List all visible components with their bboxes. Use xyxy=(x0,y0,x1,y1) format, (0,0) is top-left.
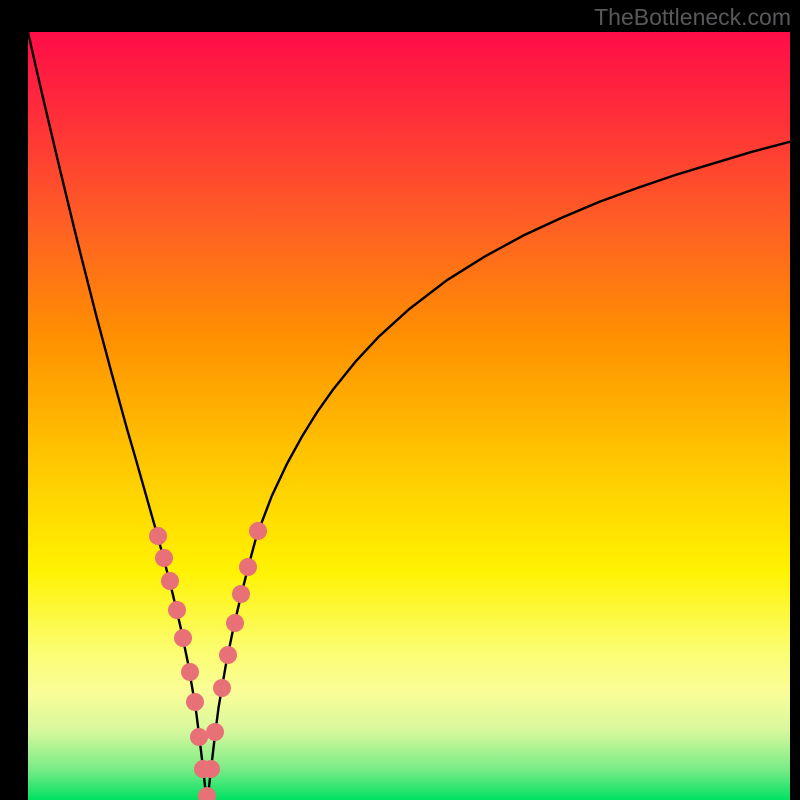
data-marker xyxy=(161,572,179,590)
data-marker xyxy=(198,787,216,800)
watermark-text: TheBottleneck.com xyxy=(594,4,791,31)
data-marker xyxy=(168,601,186,619)
data-marker xyxy=(186,693,204,711)
data-marker xyxy=(213,679,231,697)
data-marker xyxy=(206,723,224,741)
data-marker xyxy=(219,646,237,664)
data-marker xyxy=(155,549,173,567)
data-marker xyxy=(239,558,257,576)
data-marker xyxy=(181,663,199,681)
data-marker xyxy=(232,585,250,603)
data-marker xyxy=(149,527,167,545)
chart-root: TheBottleneck.com xyxy=(0,0,800,800)
data-marker xyxy=(202,760,220,778)
data-marker xyxy=(174,629,192,647)
data-marker xyxy=(249,522,267,540)
plot-area xyxy=(28,32,790,800)
data-marker xyxy=(226,614,244,632)
marker-layer xyxy=(28,32,790,800)
